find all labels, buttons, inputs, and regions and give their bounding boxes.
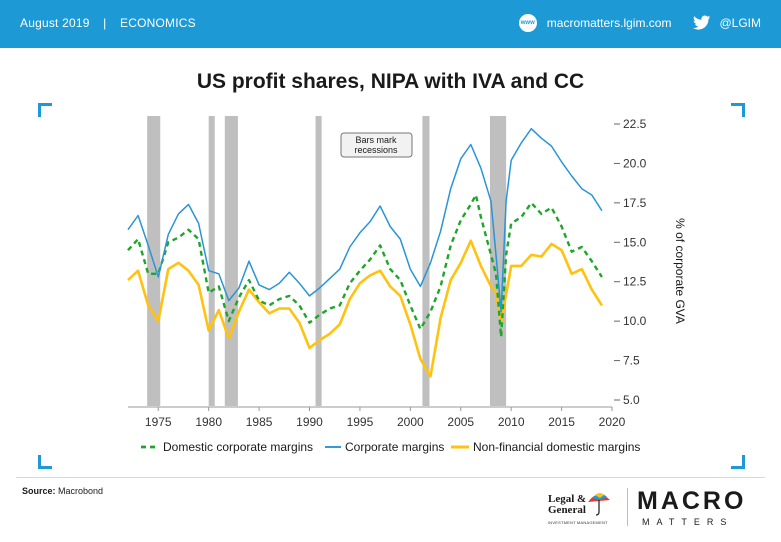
annotation-line-0: Bars mark <box>355 135 397 145</box>
source-note: Source: Macrobond <box>22 486 103 496</box>
y-tick-label-4: 15.0 <box>623 235 647 249</box>
series-line-1 <box>127 127 603 313</box>
twitter-icon[interactable] <box>693 15 711 31</box>
top-banner: August 2019 | ECONOMICS www macromatters… <box>0 0 781 48</box>
source-label: Source: <box>22 486 56 496</box>
twitter-handle[interactable]: @LGIM <box>719 16 761 30</box>
website-link[interactable]: macromatters.lgim.com <box>546 16 672 30</box>
x-tick-label-7: 2010 <box>498 415 525 429</box>
x-tick-label-3: 1990 <box>296 415 323 429</box>
y-axis-label: % of corporate GVA <box>673 218 687 324</box>
umbrella-logo-icon <box>588 493 610 516</box>
globe-icon: www <box>518 14 537 32</box>
x-tick-label-4: 1995 <box>347 415 374 429</box>
legal-general-subtitle: INVESTMENT MANAGEMENT <box>548 520 608 525</box>
y-tick-label-0: 5.0 <box>623 393 640 407</box>
source-value: Macrobond <box>58 486 104 496</box>
header-separator: | <box>103 16 107 30</box>
legend-label-0: Domestic corporate margins <box>163 440 313 454</box>
recession-bars <box>147 116 507 406</box>
axes: 1975 1980 1985 1990 1995 2000 2005 2010 2015 2020… <box>128 117 647 429</box>
series-line-2 <box>127 239 603 378</box>
y-tick-label-6: 20.0 <box>623 156 647 170</box>
recession-bar-2 <box>224 116 238 406</box>
header-date: August 2019 <box>20 16 90 30</box>
header-left: August 2019 | ECONOMICS <box>20 16 206 30</box>
x-tick-label-8: 2015 <box>548 415 575 429</box>
recession-bar-4 <box>422 116 430 406</box>
legal-general-wordmark: Legal & General <box>548 493 587 516</box>
y-tick-label-5: 17.5 <box>623 196 647 210</box>
y-tick-label-1: 7.5 <box>623 354 640 368</box>
chart-title: US profit shares, NIPA with IVA and CC <box>196 70 585 93</box>
footer-divider <box>16 477 765 478</box>
annotation-line-1: recessions <box>354 145 398 155</box>
corner-bracket-bottom-left <box>38 455 52 469</box>
header-section: ECONOMICS <box>120 16 196 30</box>
x-tick-label-5: 2000 <box>397 415 424 429</box>
annotation-frame <box>340 132 413 158</box>
y-tick-label-7: 22.5 <box>623 117 647 131</box>
series-lines <box>127 127 603 378</box>
logo-divider <box>627 488 628 526</box>
x-tick-label-2: 1985 <box>246 415 273 429</box>
corner-bracket-top-left <box>38 103 52 117</box>
legend-label-2: Non-financial domestic margins <box>473 440 640 454</box>
macro-wordmark: MACRO <box>637 487 747 515</box>
x-tick-label-6: 2005 <box>447 415 474 429</box>
legend-label-1: Corporate margins <box>345 440 444 454</box>
corner-bracket-top-right <box>731 103 745 117</box>
corner-bracket-bottom-right <box>731 455 745 469</box>
y-tick-label-2: 10.0 <box>623 314 647 328</box>
x-tick-label-0: 1975 <box>145 415 172 429</box>
legend: Domestic corporate margins Corporate marg… <box>141 440 640 454</box>
recession-bar-3 <box>315 116 322 406</box>
series-line-0 <box>127 193 603 339</box>
y-tick-label-3: 12.5 <box>623 275 647 289</box>
header-right: www macromatters.lgim.com @LGIM <box>518 14 761 32</box>
recession-bar-1 <box>208 116 215 406</box>
matters-wordmark: MATTERS <box>642 517 734 527</box>
x-tick-label-9: 2020 <box>599 415 626 429</box>
x-tick-label-1: 1980 <box>195 415 222 429</box>
